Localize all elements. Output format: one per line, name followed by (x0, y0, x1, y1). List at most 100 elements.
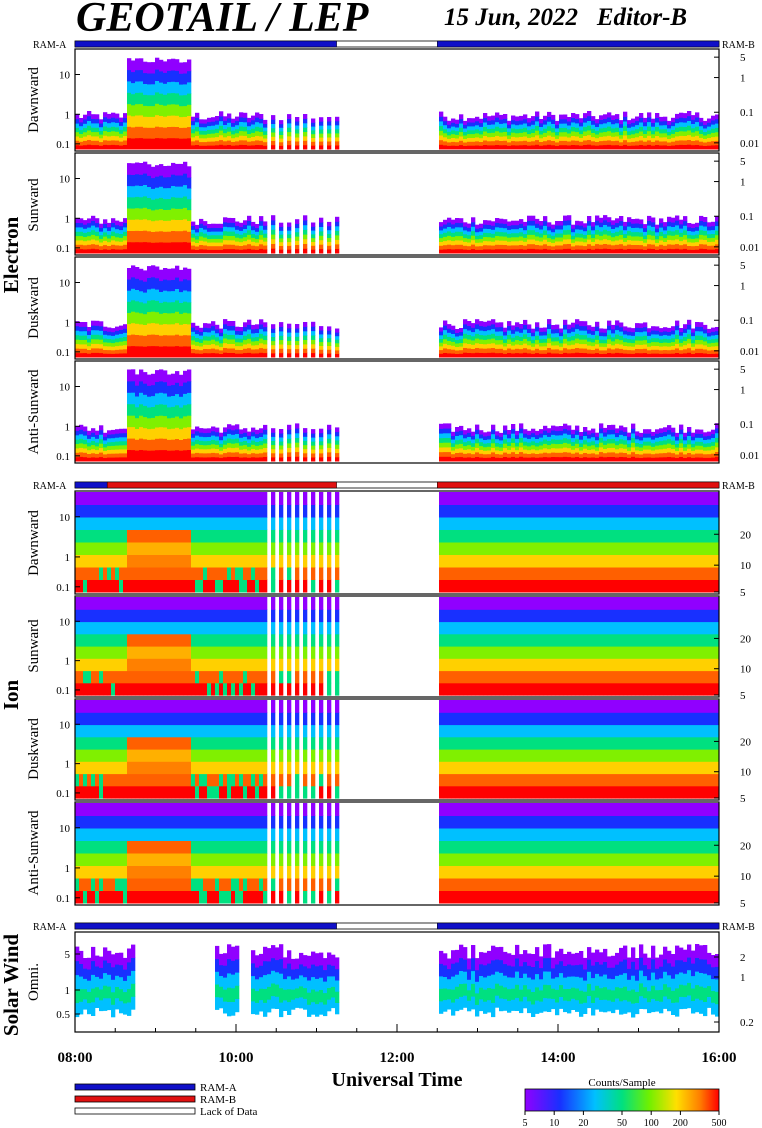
spectrogram-cell (547, 333, 552, 339)
spectrogram-cell (295, 428, 300, 434)
spectrogram-cell (147, 186, 152, 198)
spectrogram-cell (451, 228, 456, 233)
spectrogram-cell (287, 245, 292, 250)
spectrogram-cell (535, 492, 540, 505)
spectrogram-cell (671, 129, 676, 134)
spectrogram-cell (259, 338, 264, 344)
spectrogram-cell (483, 122, 488, 127)
spectrogram-cell (123, 113, 128, 119)
spectrogram-cell (111, 240, 116, 245)
spectrogram-cell (147, 116, 152, 128)
spectrogram-cell (539, 331, 544, 336)
spectrogram-cell (179, 542, 184, 555)
spectrogram-cell (587, 220, 592, 226)
spectrogram-cell (131, 104, 136, 117)
spectrogram-cell (187, 59, 192, 72)
spectrogram-cell (119, 249, 124, 254)
spectrogram-cell (187, 579, 192, 593)
spectrogram-cell (183, 105, 188, 117)
spectrogram-cell (179, 105, 184, 118)
spectrogram-cell (547, 448, 552, 454)
spectrogram-cell (563, 447, 568, 453)
spectrogram-cell (707, 450, 712, 455)
spectrogram-cell (643, 224, 648, 229)
spectrogram-cell (83, 123, 88, 129)
spectrogram-cell (219, 439, 224, 444)
spectrogram-cell (115, 118, 120, 123)
spectrogram-cell (259, 504, 264, 518)
spectrogram-cell (559, 492, 564, 505)
spectrogram-cell (583, 504, 588, 518)
spectrogram-cell (243, 326, 248, 332)
spectrogram-cell (555, 124, 560, 129)
spectrogram-cell (483, 554, 488, 568)
spectrogram-cell (607, 567, 612, 580)
spectrogram-cell (115, 579, 120, 593)
spectrogram-cell (75, 131, 80, 137)
spectrogram-cell (179, 504, 184, 518)
y-tick-label-right: 5 (740, 52, 746, 64)
spectrogram-cell (539, 353, 544, 358)
spectrogram-cell (211, 443, 216, 449)
spectrogram-cell (151, 384, 156, 397)
spectrogram-cell (631, 432, 636, 439)
spectrogram-cell (319, 222, 324, 227)
spectrogram-cell (615, 240, 620, 245)
spectrogram-cell (671, 117, 676, 123)
spectrogram-cell (483, 492, 488, 505)
spectrogram-cell (103, 116, 108, 122)
spectrogram-cell (527, 542, 532, 555)
spectrogram-cell (651, 457, 656, 462)
spectrogram-cell (695, 222, 700, 228)
spectrogram-cell (239, 144, 244, 150)
spectrogram-cell (539, 457, 544, 462)
spectrogram-cell (479, 430, 484, 435)
spectrogram-cell (683, 239, 688, 245)
spectrogram-cell (579, 435, 584, 440)
spectrogram-cell (167, 242, 172, 254)
spectrogram-cell (619, 434, 624, 440)
spectrogram-cell (663, 452, 668, 458)
spectrogram-cell (443, 244, 448, 250)
spectrogram-cell (219, 342, 224, 347)
spectrogram-cell (547, 233, 552, 239)
spectrogram-cell (471, 442, 476, 447)
spectrogram-cell (583, 234, 588, 239)
spectrogram-cell (535, 348, 540, 354)
spectrogram-cell (319, 137, 324, 142)
spectrogram-cell (247, 438, 252, 444)
spectrogram-cell (311, 567, 316, 580)
spectrogram-cell (455, 127, 460, 132)
spectrogram-cell (443, 504, 448, 518)
spectrogram-cell (583, 435, 588, 441)
spectrogram-cell (679, 139, 684, 145)
spectrogram-cell (587, 333, 592, 338)
spectrogram-cell (715, 330, 720, 335)
spectrogram-cell (707, 145, 712, 150)
spectrogram-cell (555, 241, 560, 246)
spectrogram-cell (703, 230, 708, 236)
spectrogram-cell (663, 124, 668, 130)
spectrogram-cell (215, 132, 220, 138)
spectrogram-cell (195, 435, 200, 440)
spectrogram-cell (87, 231, 92, 237)
spectrogram-cell (179, 439, 184, 451)
spectrogram-cell (131, 265, 136, 278)
spectrogram-cell (467, 238, 472, 243)
spectrogram-cell (163, 323, 168, 336)
spectrogram-cell (219, 432, 224, 437)
spectrogram-cell (179, 450, 184, 462)
spectrogram-cell (199, 331, 204, 336)
spectrogram-cell (535, 326, 540, 332)
spectrogram-cell (715, 456, 720, 462)
spectrogram-cell (107, 127, 112, 132)
spectrogram-cell (663, 237, 668, 242)
spectrogram-cell (111, 449, 116, 454)
spectrogram-cell (495, 144, 500, 150)
spectrogram-cell (667, 438, 672, 444)
spectrogram-cell (599, 492, 604, 505)
spectrogram-cell (503, 434, 508, 440)
spectrogram-cell (119, 457, 124, 462)
spectrogram-cell (227, 330, 232, 335)
